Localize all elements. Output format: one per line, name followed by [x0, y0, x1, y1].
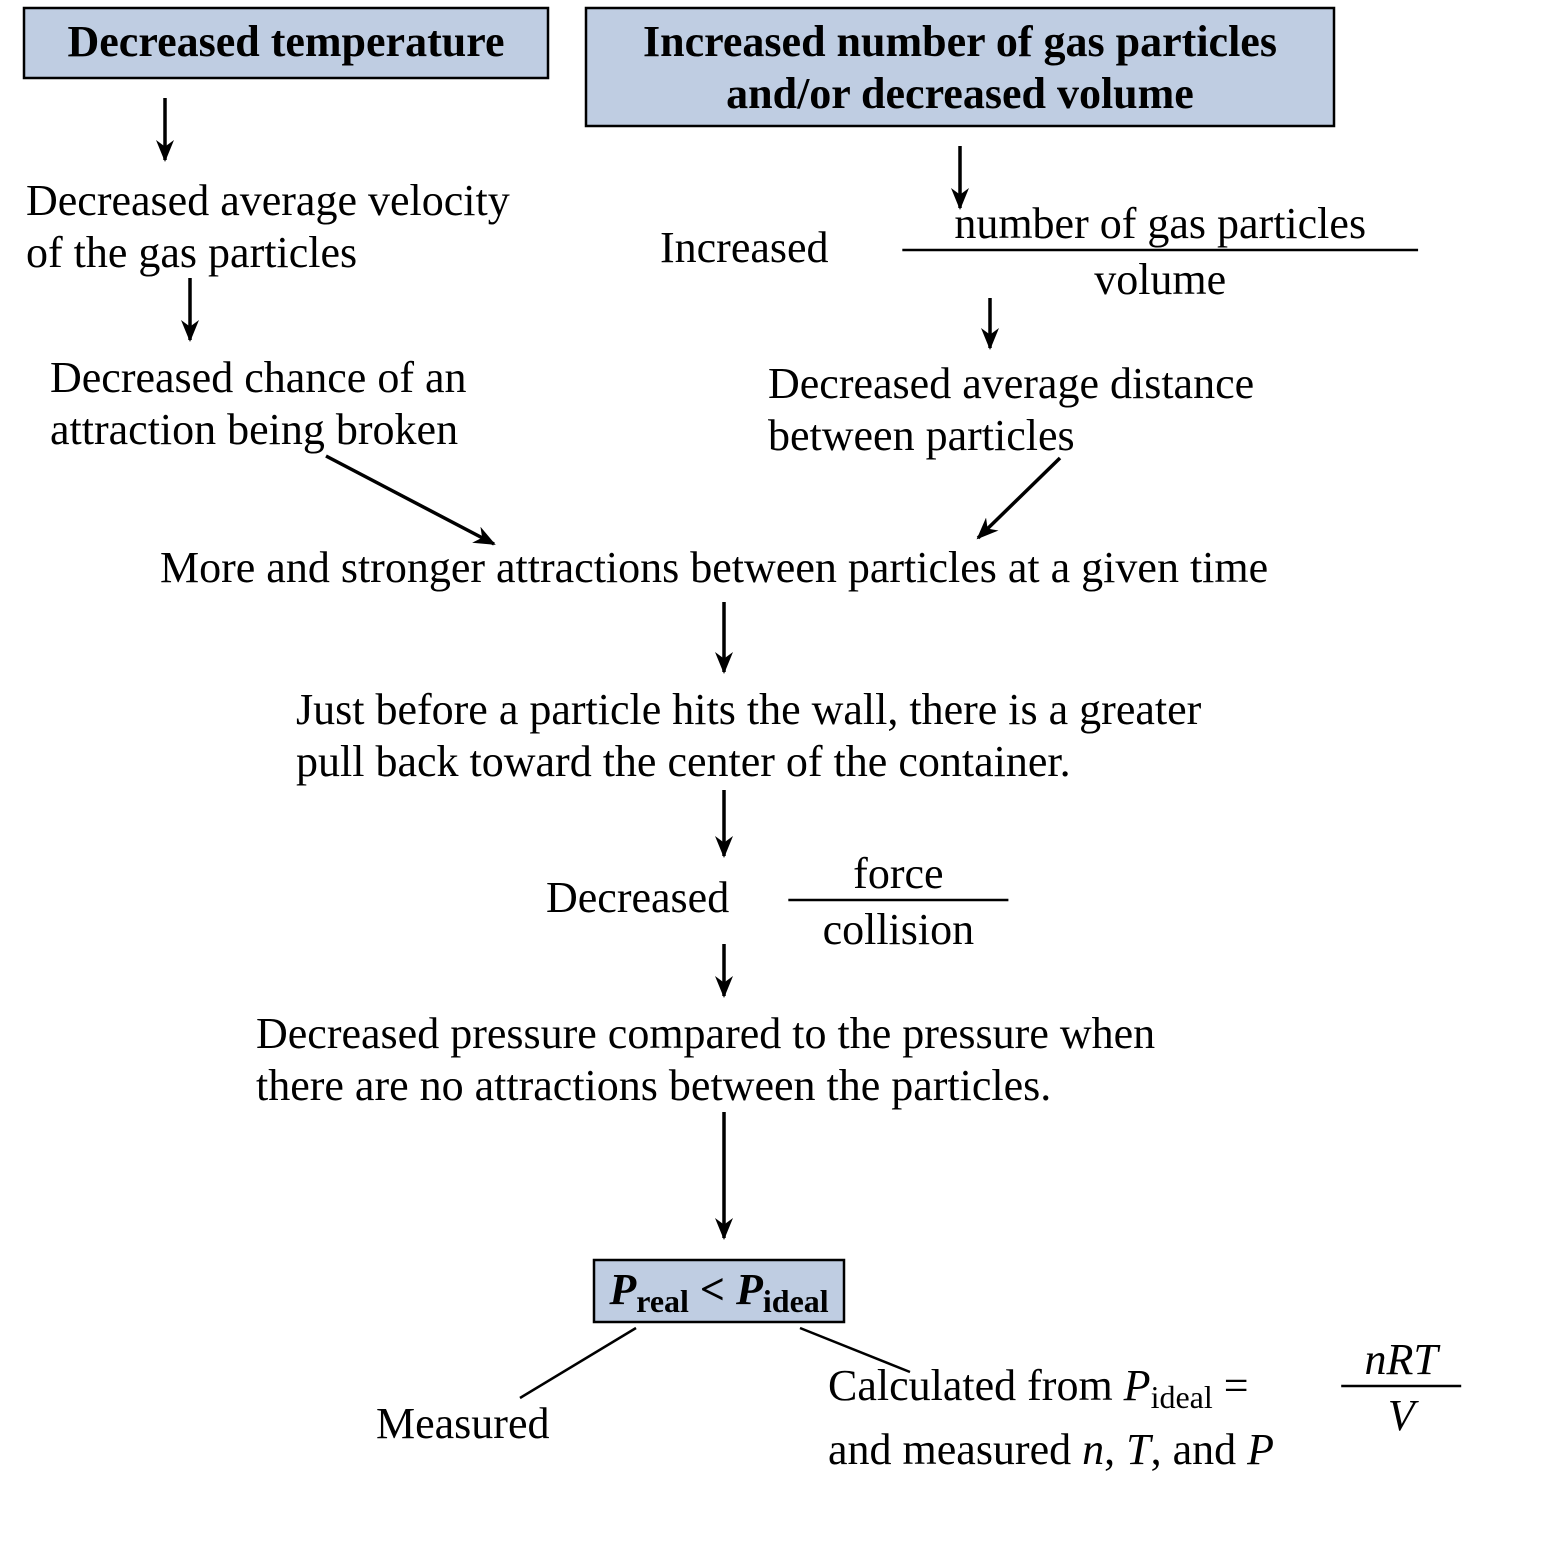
- box-label: Increased number of gas particles: [643, 17, 1277, 66]
- svg-text:and measured n, T, and P: and measured n, T, and P: [828, 1425, 1274, 1474]
- flow-text: Decreased pressure compared to the press…: [256, 1009, 1155, 1110]
- flow-box: Decreased temperature: [24, 8, 548, 78]
- flow-box: Preal < Pideal: [594, 1260, 844, 1322]
- box-label: Decreased temperature: [68, 17, 505, 66]
- flow-text: More and stronger attractions between pa…: [160, 543, 1268, 592]
- connector-line: [520, 1328, 636, 1398]
- flow-text: Decreased chance of anattraction being b…: [50, 353, 467, 454]
- box-label: and/or decreased volume: [726, 69, 1194, 118]
- svg-text:Calculated from Pideal =: Calculated from Pideal =: [828, 1361, 1249, 1415]
- svg-text:V: V: [1388, 1391, 1420, 1440]
- svg-text:collision: collision: [823, 905, 975, 954]
- flow-arrow: [978, 458, 1060, 538]
- calc-text: Calculated from Pideal = nRT Vand measure…: [828, 1335, 1461, 1474]
- fraction-text: Increased number of gas particles volume: [660, 199, 1418, 304]
- svg-text:Increased: Increased: [660, 223, 829, 272]
- svg-text:nRT: nRT: [1365, 1335, 1442, 1384]
- svg-text:number of gas particles: number of gas particles: [954, 199, 1366, 248]
- flow-text: Decreased average distancebetween partic…: [768, 359, 1254, 460]
- fraction-text: Decreased force collision: [546, 849, 1008, 954]
- flow-text: Decreased average velocityof the gas par…: [26, 176, 510, 277]
- svg-text:volume: volume: [1094, 255, 1226, 304]
- flow-text: Just before a particle hits the wall, th…: [296, 685, 1202, 786]
- svg-text:force: force: [853, 849, 943, 898]
- flow-arrow: [326, 456, 494, 544]
- svg-text:Decreased: Decreased: [546, 873, 729, 922]
- flow-box: Increased number of gas particlesand/or …: [586, 8, 1334, 126]
- flow-text: Measured: [376, 1399, 550, 1448]
